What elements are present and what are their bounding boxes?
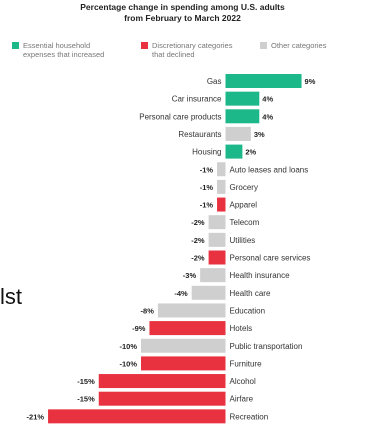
value-label-education: -8% (141, 306, 155, 315)
value-label-hotels: -9% (132, 324, 146, 333)
legend-swatch-other (260, 42, 267, 49)
bar-restaurants (225, 126, 251, 141)
bar-utilities (208, 232, 226, 247)
bar-personal-care-products (225, 109, 260, 124)
bar-hotels (149, 321, 226, 336)
value-label-restaurants: 3% (254, 130, 265, 139)
value-label-health-insurance: -3% (183, 271, 197, 280)
category-label-utilities: Utilities (230, 236, 256, 245)
legend-label-increased-line2: expenses that increased (23, 50, 105, 59)
bar-telecom (208, 215, 226, 230)
bar-housing (225, 144, 243, 159)
category-label-recreation: Recreation (230, 412, 269, 421)
bar-public-transportation (141, 338, 226, 353)
bar-auto-leases-and-loans (217, 162, 226, 177)
category-label-personal-care-services: Personal care services (230, 254, 311, 263)
bar-apparel (217, 197, 226, 212)
bar-car-insurance (225, 91, 260, 106)
category-label-grocery: Grocery (230, 183, 258, 192)
value-label-car-insurance: 4% (262, 95, 273, 104)
legend-swatch-declined (141, 42, 148, 49)
value-label-gas: 9% (305, 77, 316, 86)
chart-title: Percentage change in spending among U.S.… (0, 2, 365, 24)
value-label-public-transportation: -10% (119, 342, 137, 351)
category-label-restaurants: Restaurants (178, 130, 221, 139)
bar-furniture (141, 356, 226, 371)
bar-personal-care-services (208, 250, 226, 265)
category-label-gas: Gas (207, 77, 222, 86)
bar-health-care (191, 285, 226, 300)
category-label-alcohol: Alcohol (230, 377, 256, 386)
bar-grocery (217, 179, 226, 194)
bar-health-insurance (200, 268, 226, 283)
value-label-utilities: -2% (191, 236, 205, 245)
value-label-airfare: -15% (77, 395, 95, 404)
bar-education (157, 303, 226, 318)
legend-label-declined-line1: Discretionary categories (152, 41, 233, 50)
category-label-education: Education (230, 306, 266, 315)
category-label-hotels: Hotels (230, 324, 253, 333)
value-label-personal-care-services: -2% (191, 254, 205, 263)
bar-gas (225, 74, 302, 88)
bar-airfare (98, 391, 226, 406)
value-label-alcohol: -15% (77, 377, 95, 386)
value-label-recreation: -21% (27, 412, 45, 421)
value-label-furniture: -10% (119, 359, 137, 368)
category-label-personal-care-products: Personal care products (139, 112, 221, 121)
legend-swatch-increased (12, 42, 19, 49)
category-label-car-insurance: Car insurance (172, 95, 222, 104)
legend-label-declined-line2: that declined (152, 50, 195, 59)
category-label-public-transportation: Public transportation (230, 342, 303, 351)
category-label-housing: Housing (192, 148, 221, 157)
stray-text: lst (0, 284, 22, 309)
value-label-auto-leases-and-loans: -1% (200, 165, 214, 174)
value-label-personal-care-products: 4% (262, 112, 273, 121)
category-label-furniture: Furniture (230, 359, 263, 368)
value-label-housing: 2% (245, 148, 256, 157)
legend-label-other-line1: Other categories (271, 41, 327, 50)
category-label-health-care: Health care (230, 289, 271, 298)
bar-recreation (48, 409, 226, 424)
category-label-airfare: Airfare (230, 395, 254, 404)
category-label-apparel: Apparel (230, 201, 258, 210)
value-label-telecom: -2% (191, 218, 205, 227)
chart-title-line1: Percentage change in spending among U.S.… (80, 2, 285, 12)
chart-title-line2: from February to March 2022 (124, 13, 241, 23)
legend: Essential household expenses that increa… (0, 41, 365, 65)
category-label-health-insurance: Health insurance (230, 271, 291, 280)
category-label-auto-leases-and-loans: Auto leases and loans (230, 165, 309, 174)
value-label-apparel: -1% (200, 201, 214, 210)
category-label-telecom: Telecom (230, 218, 260, 227)
value-label-health-care: -4% (174, 289, 188, 298)
value-label-grocery: -1% (200, 183, 214, 192)
bar-alcohol (98, 374, 226, 389)
legend-label-increased-line1: Essential household (23, 41, 91, 50)
